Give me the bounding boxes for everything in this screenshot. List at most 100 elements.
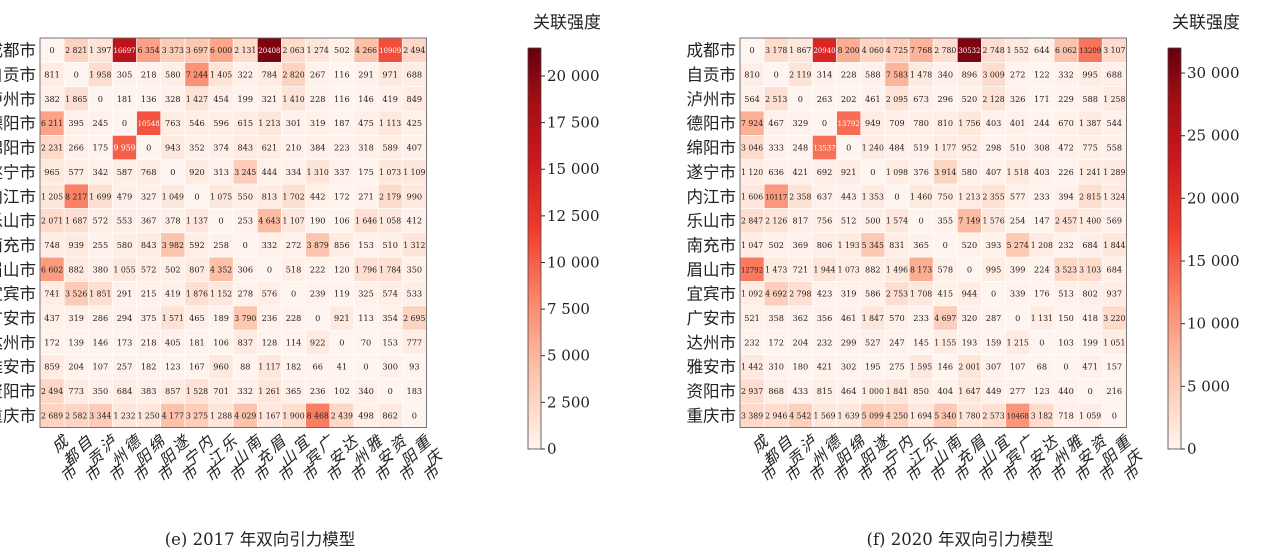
- cell-value-label: 1 310: [307, 167, 329, 177]
- cell-value-label: 301: [286, 118, 302, 128]
- row-label: 宜宾市: [687, 285, 737, 304]
- cell-value-label: 369: [793, 240, 809, 250]
- cell-value-label: 1 274: [307, 45, 329, 55]
- cell-value-label: 103: [1058, 337, 1074, 347]
- cell-value-label: 2 753: [886, 289, 908, 299]
- heatmap-cell: [739, 135, 765, 161]
- heatmap-cell: [136, 110, 162, 136]
- heatmap-cell: [305, 378, 331, 404]
- heatmap-cell: [401, 329, 427, 355]
- heatmap-cell: [763, 256, 789, 282]
- cell-value-label: 123: [1034, 386, 1050, 396]
- cell-value-label: 236: [310, 386, 326, 396]
- cell-value-label: 0: [267, 264, 272, 274]
- cell-value-label: 464: [841, 386, 857, 396]
- heatmap-cell: [88, 135, 113, 161]
- heatmap-cell: [232, 208, 258, 234]
- cell-value-label: 1 213: [958, 191, 980, 201]
- cell-value-label: 574: [382, 289, 398, 299]
- heatmap-cell: [377, 159, 403, 185]
- cell-value-label: 569: [1107, 216, 1123, 226]
- cell-value-label: 193: [962, 337, 978, 347]
- cell-value-label: 502: [334, 45, 350, 55]
- cell-value-label: 119: [334, 289, 350, 299]
- cell-value-label: 1 055: [113, 264, 135, 274]
- heatmap-cell: [329, 86, 355, 112]
- cell-value-label: 1 131: [1031, 313, 1053, 323]
- cell-value-label: 995: [1082, 70, 1098, 80]
- cell-value-label: 66: [313, 362, 323, 372]
- cell-value-label: 1 410: [283, 94, 305, 104]
- cell-value-label: 817: [793, 216, 809, 226]
- cell-value-label: 356: [817, 313, 833, 323]
- heatmap-cell: [63, 37, 89, 63]
- cell-value-label: 286: [93, 313, 109, 323]
- cell-value-label: 442: [310, 191, 326, 201]
- cell-value-label: 1 000: [862, 386, 884, 396]
- cell-value-label: 7 768: [910, 45, 932, 55]
- cell-value-label: 12792: [741, 265, 763, 274]
- cell-value-label: 325: [358, 289, 374, 299]
- cell-value-label: 3 982: [162, 240, 184, 250]
- heatmap-cell: [812, 37, 837, 63]
- cell-value-label: 187: [334, 118, 350, 128]
- heatmap-cell: [932, 110, 958, 136]
- cell-value-label: 328: [165, 94, 181, 104]
- heatmap-cell: [160, 135, 186, 161]
- cell-value-label: 802: [1082, 289, 1098, 299]
- cell-value-label: 393: [986, 240, 1002, 250]
- cell-value-label: 401: [1010, 118, 1026, 128]
- cell-value-label: 437: [44, 313, 60, 323]
- cell-value-label: 0: [991, 289, 996, 299]
- cell-value-label: 107: [1010, 362, 1026, 372]
- cell-value-label: 684: [117, 386, 133, 396]
- cell-value-label: 721: [793, 264, 809, 274]
- cell-value-label: 195: [865, 362, 881, 372]
- cell-value-label: 644: [1034, 45, 1050, 55]
- heatmap-frame: [739, 37, 1127, 429]
- heatmap-cell: [884, 37, 910, 63]
- cell-value-label: 763: [165, 118, 181, 128]
- cell-value-label: 1 098: [886, 167, 908, 177]
- heatmap-cell: [908, 305, 934, 331]
- cell-value-label: 384: [310, 143, 326, 153]
- heatmap-cell: [401, 281, 427, 307]
- cell-value-label: 233: [913, 313, 929, 323]
- heatmap-cell: [88, 256, 113, 282]
- heatmap-cell: [739, 329, 765, 355]
- cell-value-label: 2 179: [379, 191, 401, 201]
- cell-value-label: 862: [382, 410, 398, 420]
- cell-value-label: 244: [1034, 118, 1050, 128]
- colorbar-tick-label: 20 000: [1187, 189, 1240, 207]
- heatmap-cell: [932, 329, 958, 355]
- cell-value-label: 159: [986, 337, 1002, 347]
- cell-value-label: 1 109: [403, 167, 425, 177]
- heatmap-cell: [787, 402, 813, 428]
- cell-value-label: 0: [146, 143, 151, 153]
- heatmap-cell: [932, 305, 958, 331]
- heatmap-cell: [981, 402, 1006, 428]
- heatmap-cell: [1029, 402, 1055, 428]
- cell-value-label: 407: [407, 143, 423, 153]
- cell-value-label: 175: [358, 167, 374, 177]
- cell-value-label: 0: [943, 240, 948, 250]
- heatmap-cell: [63, 354, 89, 380]
- cell-value-label: 0: [388, 386, 393, 396]
- cell-value-label: 332: [262, 240, 278, 250]
- cell-value-label: 1 137: [186, 216, 208, 226]
- heatmap-cell: [281, 110, 306, 136]
- row-label: 宜宾市: [0, 285, 36, 304]
- cell-value-label: 1 117: [258, 362, 280, 372]
- cell-value-label: 247: [889, 337, 905, 347]
- cell-value-label: 0: [49, 45, 54, 55]
- cell-value-label: 291: [358, 70, 374, 80]
- heatmap-cell: [377, 62, 403, 87]
- cell-value-label: 253: [237, 216, 253, 226]
- cell-value-label: 334: [286, 167, 302, 177]
- colorbar-tick-label: 12 500: [547, 207, 600, 225]
- cell-value-label: 423: [817, 289, 833, 299]
- cell-value-label: 419: [165, 289, 181, 299]
- cell-value-label: 1 397: [89, 45, 111, 55]
- cell-value-label: 1 647: [958, 386, 980, 396]
- cell-value-label: 433: [793, 386, 809, 396]
